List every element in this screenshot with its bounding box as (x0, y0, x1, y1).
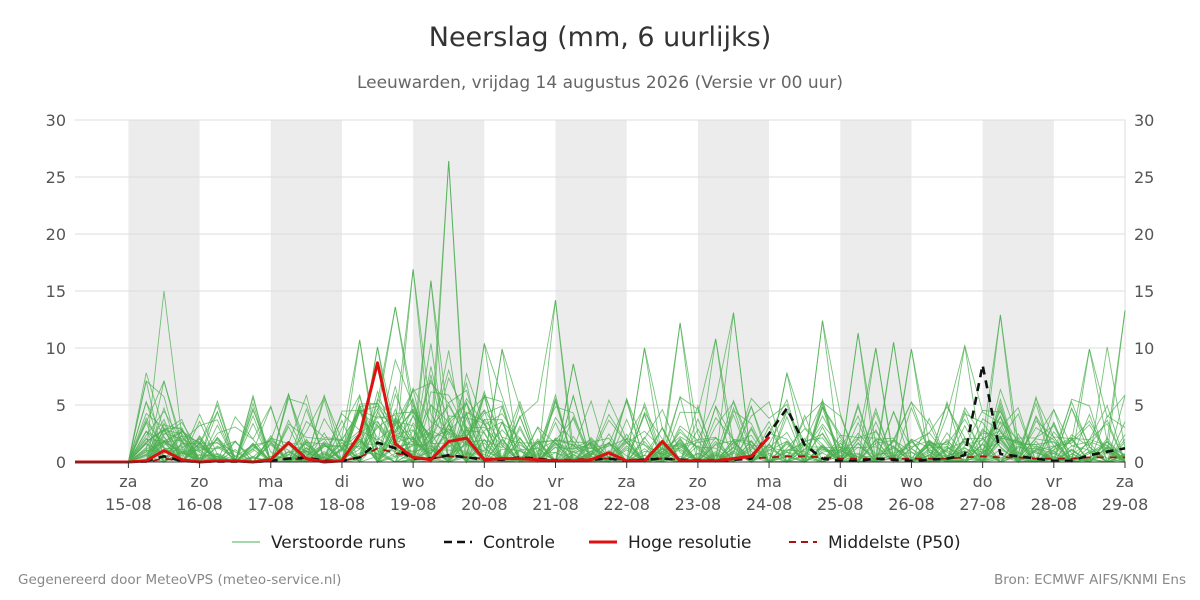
x-tick-date: 26-08 (888, 495, 935, 514)
x-tick-day: do (973, 472, 993, 491)
x-tick-date: 20-08 (461, 495, 508, 514)
y-tick-label-left: 25 (46, 168, 66, 187)
x-tick-date: 24-08 (746, 495, 793, 514)
x-tick-day: wo (402, 472, 425, 491)
x-tick-date: 21-08 (532, 495, 579, 514)
x-tick-date: 17-08 (248, 495, 295, 514)
x-tick-date: 19-08 (390, 495, 437, 514)
y-tick-label-left: 20 (46, 225, 66, 244)
legend-label: Verstoorde runs (271, 533, 406, 553)
x-tick-date: 22-08 (603, 495, 650, 514)
y-tick-label-left: 10 (46, 339, 66, 358)
y-tick-label-right: 15 (1134, 282, 1154, 301)
y-tick-label-right: 30 (1134, 111, 1154, 130)
x-tick-day: di (833, 472, 848, 491)
y-tick-label-right: 10 (1134, 339, 1154, 358)
legend: Verstoorde runs Controle Hoge resolutie Mid… (232, 533, 961, 553)
x-tick-date: 15-08 (105, 495, 152, 514)
legend-label: Middelste (P50) (828, 533, 961, 553)
x-tick-date: 18-08 (319, 495, 366, 514)
x-tick-day: vr (1046, 472, 1062, 491)
control-line (75, 363, 1126, 464)
x-tick-day: zo (689, 472, 707, 491)
highres-line (75, 361, 771, 464)
legend-label: Controle (483, 533, 555, 553)
y-tick-label-right: 5 (1134, 396, 1144, 415)
footer-source: Bron: ECMWF AIFS/KNMI Ens (993, 572, 1186, 588)
x-tick-day: di (335, 472, 350, 491)
x-tick-day: do (474, 472, 494, 491)
x-tick-day: za (1116, 472, 1134, 491)
x-tick-day: ma (258, 472, 283, 491)
x-tick-day: vr (547, 472, 563, 491)
x-tick-date: 27-08 (959, 495, 1006, 514)
x-tick-date: 28-08 (1031, 495, 1078, 514)
chart-subtitle: Leeuwarden, vrijdag 14 augustus 2026 (Ve… (356, 73, 844, 93)
axes: 0 0 5 5 10 10 15 15 20 20 25 25 30 30 za 15-08 zo 16-08 ma… (46, 111, 1155, 514)
y-tick-label-right: 0 (1134, 453, 1144, 472)
x-tick-day: za (618, 472, 636, 491)
y-tick-label-left: 5 (56, 396, 66, 415)
y-tick-label-left: 30 (46, 111, 66, 130)
x-tick-date: 16-08 (176, 495, 223, 514)
x-tick-day: ma (756, 472, 781, 491)
x-tick-day: zo (190, 472, 208, 491)
x-tick-date: 25-08 (817, 495, 864, 514)
chart-title: Neerslag (mm, 6 uurlijks) (428, 22, 772, 53)
x-tick-date: 29-08 (1102, 495, 1149, 514)
y-tick-label-left: 0 (56, 453, 66, 472)
x-tick-date: 23-08 (675, 495, 722, 514)
y-tick-label-right: 20 (1134, 225, 1154, 244)
x-tick-day: wo (900, 472, 923, 491)
y-tick-label-left: 15 (46, 282, 66, 301)
footer-generated: Gegenereerd door MeteoVPS (meteo-service… (18, 572, 342, 588)
y-tick-label-right: 25 (1134, 168, 1154, 187)
legend-label: Hoge resolutie (628, 533, 752, 553)
precipitation-chart: 0 0 5 5 10 10 15 15 20 20 25 25 30 30 za 15-08 zo 16-08 ma… (46, 111, 1155, 553)
x-tick-day: za (119, 472, 137, 491)
